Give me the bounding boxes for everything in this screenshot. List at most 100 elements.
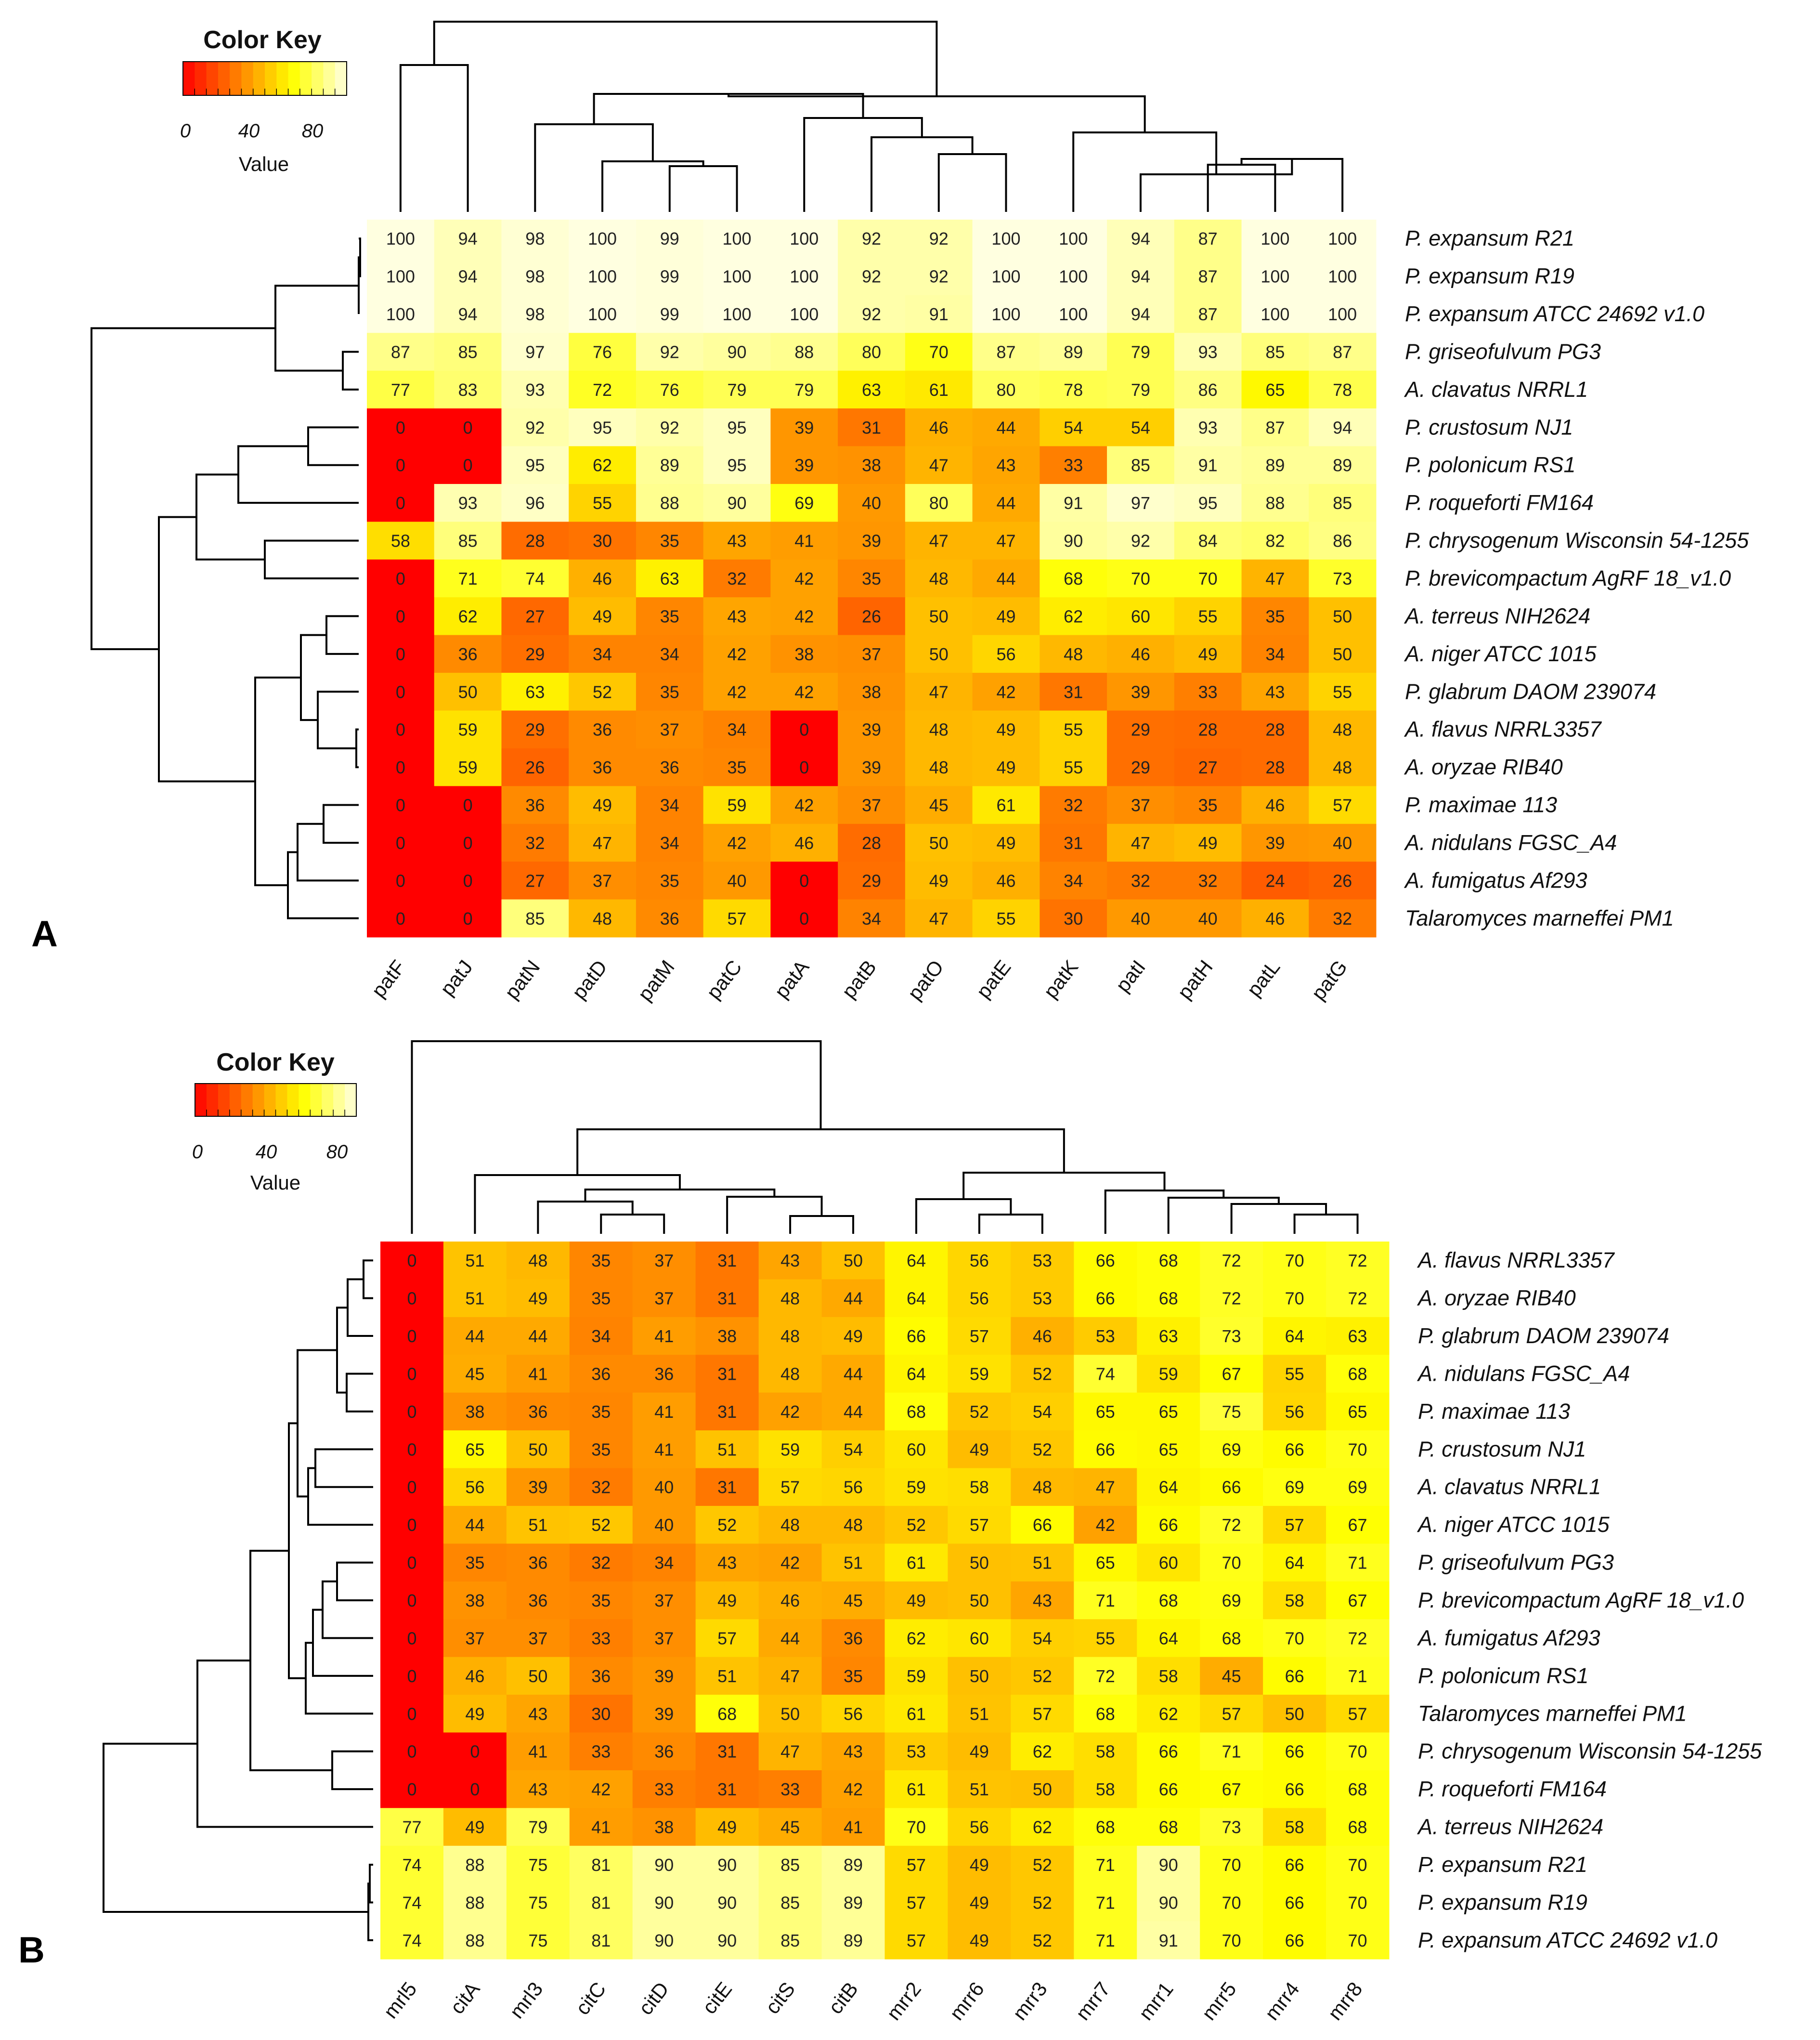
cell-value-label: 42 (780, 1402, 800, 1422)
cell-value-label: 59 (728, 796, 747, 815)
heatmap-cell (1107, 257, 1175, 296)
cell-value-label: 79 (528, 1818, 547, 1837)
heatmap-cell (948, 1883, 1011, 1922)
heatmap-cell (367, 899, 435, 938)
cell-value-label: 46 (929, 418, 949, 437)
heatmap-cell (884, 1355, 948, 1393)
cell-value-label: 80 (996, 380, 1015, 400)
cell-value-label: 42 (996, 682, 1015, 702)
cell-value-label: 94 (1131, 304, 1150, 324)
heatmap-cell (1241, 559, 1309, 598)
cell-value-label: 85 (780, 1893, 800, 1912)
heatmap-cell (905, 635, 973, 673)
dendrogram-branch (254, 676, 301, 887)
dendrogram-branch (314, 1448, 373, 1488)
cell-value-label: 0 (463, 871, 473, 890)
cell-value-label: 49 (907, 1591, 926, 1610)
heatmap-cell (506, 1921, 570, 1960)
cell-value-label: 43 (1265, 682, 1285, 702)
dendrogram-branch (593, 93, 864, 124)
heatmap-cell (1174, 635, 1242, 673)
heatmap-cell (636, 559, 704, 598)
cell-value-label: 0 (799, 758, 809, 777)
cell-value-label: 52 (1033, 1893, 1052, 1912)
heatmap-cell (434, 710, 502, 749)
cell-value-label: 92 (1131, 531, 1150, 551)
cell-value-label: 61 (907, 1779, 926, 1799)
cell-value-label: 68 (717, 1704, 737, 1724)
cell-value-label: 48 (780, 1515, 800, 1535)
heatmap-cell (703, 899, 771, 938)
cell-value-label: 56 (996, 644, 1015, 664)
column-label: patG (1307, 956, 1352, 1005)
heatmap-cell (1263, 1430, 1326, 1469)
dendrogram-branch (317, 691, 359, 749)
cell-value-label: 28 (1265, 758, 1285, 777)
column-dendrogram-a (399, 21, 1344, 212)
cell-value-label: 43 (728, 606, 747, 626)
heatmap-cell (695, 1845, 759, 1884)
color-key-tick-0: 0 (180, 120, 191, 142)
heatmap-cell (838, 370, 906, 409)
color-key-tick-80: 80 (302, 120, 324, 142)
heatmap-cell (1137, 1505, 1200, 1544)
cell-value-label: 98 (525, 229, 545, 248)
heatmap-cell (948, 1279, 1011, 1318)
heatmap-cell (569, 786, 637, 824)
heatmap-cell (1241, 333, 1309, 371)
cell-value-label: 31 (717, 1364, 737, 1384)
cell-value-label: 72 (1222, 1515, 1241, 1535)
dendrogram-branch (1072, 131, 1218, 212)
column-label: patA (770, 956, 813, 1003)
cell-value-label: 42 (591, 1779, 611, 1799)
cell-value-label: 41 (654, 1326, 674, 1346)
cell-value-label: 92 (525, 418, 545, 437)
heatmap-cell (632, 1619, 696, 1658)
cell-value-label: 85 (458, 531, 478, 551)
heatmap-cell (501, 635, 569, 673)
cell-value-label: 97 (1131, 493, 1150, 513)
heatmap-cell (972, 710, 1040, 749)
heatmap-cell (821, 1355, 885, 1393)
row-label: P. expansum R19 (1405, 264, 1574, 288)
heatmap-cell (838, 748, 906, 786)
column-label: mrr7 (1071, 1978, 1115, 2025)
heatmap-cell (569, 1581, 633, 1620)
dendrogram-branch (411, 1040, 822, 1234)
heatmap-cell (821, 1317, 885, 1355)
cell-value-label: 0 (799, 909, 809, 928)
cell-value-label: 40 (1198, 909, 1218, 928)
heatmap-cell (1107, 484, 1175, 522)
color-key-swatch (265, 62, 277, 95)
cell-value-label: 45 (465, 1364, 484, 1384)
heatmap-cell (1107, 408, 1175, 447)
heatmap-cell (636, 899, 704, 938)
heatmap-cell (1241, 635, 1309, 673)
heatmap-cell (1074, 1505, 1137, 1544)
heatmap-cell (501, 899, 569, 938)
cell-value-label: 49 (717, 1818, 737, 1837)
heatmap-cell (569, 220, 637, 258)
row-label: P. expansum ATCC 24692 v1.0 (1405, 301, 1704, 326)
cell-value-label: 0 (799, 871, 809, 890)
heatmap-cell (1200, 1921, 1263, 1960)
cell-value-label: 91 (1159, 1931, 1178, 1950)
row-label: P. maximae 113 (1418, 1399, 1570, 1424)
heatmap-cell (1011, 1619, 1074, 1658)
cell-value-label: 66 (1285, 1666, 1304, 1686)
heatmap-cell (632, 1581, 696, 1620)
cell-value-label: 50 (528, 1666, 547, 1686)
color-key-swatch (345, 1084, 357, 1116)
heatmap-cell (501, 295, 569, 333)
heatmap-cell (1011, 1543, 1074, 1582)
cell-value-label: 60 (1159, 1553, 1178, 1573)
heatmap-cell (1309, 597, 1377, 636)
cell-value-label: 92 (929, 229, 949, 248)
cell-value-label: 37 (1131, 796, 1150, 815)
dendrogram-branch (322, 1580, 373, 1639)
cell-value-label: 55 (1096, 1628, 1115, 1648)
cell-value-label: 100 (722, 304, 751, 324)
heatmap-cell (884, 1392, 948, 1431)
cell-value-label: 43 (780, 1251, 800, 1270)
column-labels-b: mrl5 citA mrl3 citC citD citE citS citB mrr2 mrr6… (379, 1978, 1366, 2025)
